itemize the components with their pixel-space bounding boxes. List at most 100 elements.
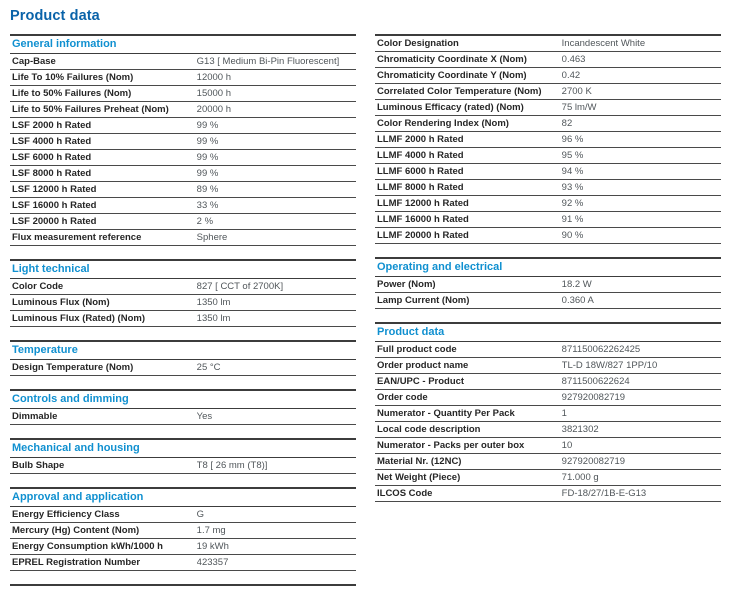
row-label: Color Designation [377, 38, 459, 49]
row-value: 927920082719 [561, 392, 626, 403]
table-row: LSF 2000 h Rated 99 % [10, 118, 356, 134]
row-value: 0.42 [561, 70, 581, 81]
row-value: 3821302 [561, 424, 599, 435]
row-label: LSF 20000 h Rated [12, 216, 97, 227]
row-label: LLMF 4000 h Rated [377, 150, 464, 161]
table-row: LSF 20000 h Rated 2 % [10, 214, 356, 230]
table-row: Life to 50% Failures Preheat (Nom) 20000 … [10, 102, 356, 118]
section-general-information: General information Cap-Base G13 [ Medium … [10, 34, 356, 246]
table-row: Lamp Current (Nom) 0.360 A [375, 293, 721, 309]
row-label: Life To 10% Failures (Nom) [12, 72, 134, 83]
table-row: Color Rendering Index (Nom) 82 [375, 116, 721, 132]
row-value: 8711500622624 [561, 376, 630, 387]
row-value: 827 [ CCT of 2700K] [196, 281, 284, 292]
row-label: Local code description [377, 424, 481, 435]
row-label: Luminous Flux (Rated) (Nom) [12, 313, 145, 324]
table-row: LLMF 2000 h Rated 96 % [375, 132, 721, 148]
row-label: LLMF 6000 h Rated [377, 166, 464, 177]
page-title: Product data [10, 8, 100, 24]
row-label: Luminous Efficacy (rated) (Nom) [377, 102, 524, 113]
row-label: Life to 50% Failures (Nom) [12, 88, 132, 99]
row-value: 1 [561, 408, 567, 419]
section-operating-and-electrical: Operating and electrical Power (Nom) 18.2 … [375, 257, 721, 309]
row-label: Order code [377, 392, 428, 403]
table-row: Cap-Base G13 [ Medium Bi-Pin Fluorescent] [10, 54, 356, 70]
row-value: 1350 lm [196, 313, 231, 324]
table-row: LSF 6000 h Rated 99 % [10, 150, 356, 166]
table-row: EAN/UPC - Product 8711500622624 [375, 374, 721, 390]
table-row: Luminous Flux (Rated) (Nom) 1350 lm [10, 311, 356, 327]
row-label: LSF 16000 h Rated [12, 200, 97, 211]
row-label: LLMF 2000 h Rated [377, 134, 464, 145]
table-row: Flux measurement reference Sphere [10, 230, 356, 246]
table-row: Numerator - Quantity Per Pack 1 [375, 406, 721, 422]
table-row: Life To 10% Failures (Nom) 12000 h [10, 70, 356, 86]
section-mechanical-and-housing: Mechanical and housing Bulb Shape T8 [ 26 … [10, 438, 356, 474]
row-label: Full product code [377, 344, 457, 355]
row-value: 12000 h [196, 72, 232, 83]
table-row: Net Weight (Piece) 71.000 g [375, 470, 721, 486]
row-value: 75 lm/W [561, 102, 597, 113]
row-label: Life to 50% Failures Preheat (Nom) [12, 104, 169, 115]
row-label: LLMF 20000 h Rated [377, 230, 469, 241]
table-row: Dimmable Yes [10, 409, 356, 425]
section-product-data: Product data Full product code 87115006226… [375, 322, 721, 502]
row-label: Chromaticity Coordinate X (Nom) [377, 54, 527, 65]
row-label: Cap-Base [12, 56, 56, 67]
row-value: 82 [561, 118, 573, 129]
table-row: Life to 50% Failures (Nom) 15000 h [10, 86, 356, 102]
table-row: ILCOS Code FD-18/27/1B-E-G13 [375, 486, 721, 502]
row-value: 99 % [196, 152, 219, 163]
section-title: Product data [375, 324, 721, 342]
table-row: Color Designation Incandescent White [375, 36, 721, 52]
row-value: 20000 h [196, 104, 232, 115]
row-label: LSF 2000 h Rated [12, 120, 92, 131]
row-value: G [196, 509, 205, 520]
table-row: Mercury (Hg) Content (Nom) 1.7 mg [10, 523, 356, 539]
row-value: 0.463 [561, 54, 586, 65]
row-label: LSF 4000 h Rated [12, 136, 92, 147]
row-label: LLMF 12000 h Rated [377, 198, 469, 209]
row-label: Power (Nom) [377, 279, 436, 290]
section-approval-and-application: Approval and application Energy Efficienc… [10, 487, 356, 571]
table-row: LSF 8000 h Rated 99 % [10, 166, 356, 182]
row-label: Color Code [12, 281, 64, 292]
section-temperature: Temperature Design Temperature (Nom) 25 °C [10, 340, 356, 376]
row-value: 33 % [196, 200, 219, 211]
row-label: Luminous Flux (Nom) [12, 297, 110, 308]
table-row: LSF 4000 h Rated 99 % [10, 134, 356, 150]
table-row: LLMF 20000 h Rated 90 % [375, 228, 721, 244]
row-label: Correlated Color Temperature (Nom) [377, 86, 542, 97]
table-row: LSF 16000 h Rated 33 % [10, 198, 356, 214]
section-general-information-continued: Color Designation Incandescent White Chrom… [375, 34, 721, 244]
row-label: LSF 8000 h Rated [12, 168, 92, 179]
row-label: Chromaticity Coordinate Y (Nom) [377, 70, 527, 81]
row-value: 18.2 W [561, 279, 592, 290]
row-label: Order product name [377, 360, 469, 371]
row-value: T8 [ 26 mm (T8)] [196, 460, 268, 471]
row-value: 927920082719 [561, 456, 626, 467]
row-value: 71.000 g [561, 472, 599, 483]
row-label: Material Nr. (12NC) [377, 456, 462, 467]
section-title: Mechanical and housing [10, 440, 356, 458]
row-label: Flux measurement reference [12, 232, 142, 243]
row-value: G13 [ Medium Bi-Pin Fluorescent] [196, 56, 340, 67]
row-value: TL-D 18W/827 1PP/10 [561, 360, 658, 371]
left-column: General information Cap-Base G13 [ Medium … [10, 34, 356, 586]
row-label: LSF 12000 h Rated [12, 184, 97, 195]
right-sections: Color Designation Incandescent White Chrom… [375, 34, 721, 502]
section-controls-and-dimming: Controls and dimming Dimmable Yes [10, 389, 356, 425]
row-value: 96 % [561, 134, 584, 145]
row-value: Sphere [196, 232, 228, 243]
section-light-technical: Light technical Color Code 827 [ CCT of 27… [10, 259, 356, 327]
table-row: Color Code 827 [ CCT of 2700K] [10, 279, 356, 295]
table-row: Energy Consumption kWh/1000 h 19 kWh [10, 539, 356, 555]
row-value: 93 % [561, 182, 584, 193]
row-label: LLMF 16000 h Rated [377, 214, 469, 225]
row-value: 99 % [196, 168, 219, 179]
section-title: Approval and application [10, 489, 356, 507]
row-value: 19 kWh [196, 541, 229, 552]
table-row: Chromaticity Coordinate X (Nom) 0.463 [375, 52, 721, 68]
table-row: Correlated Color Temperature (Nom) 2700 K [375, 84, 721, 100]
row-value: FD-18/27/1B-E-G13 [561, 488, 647, 499]
